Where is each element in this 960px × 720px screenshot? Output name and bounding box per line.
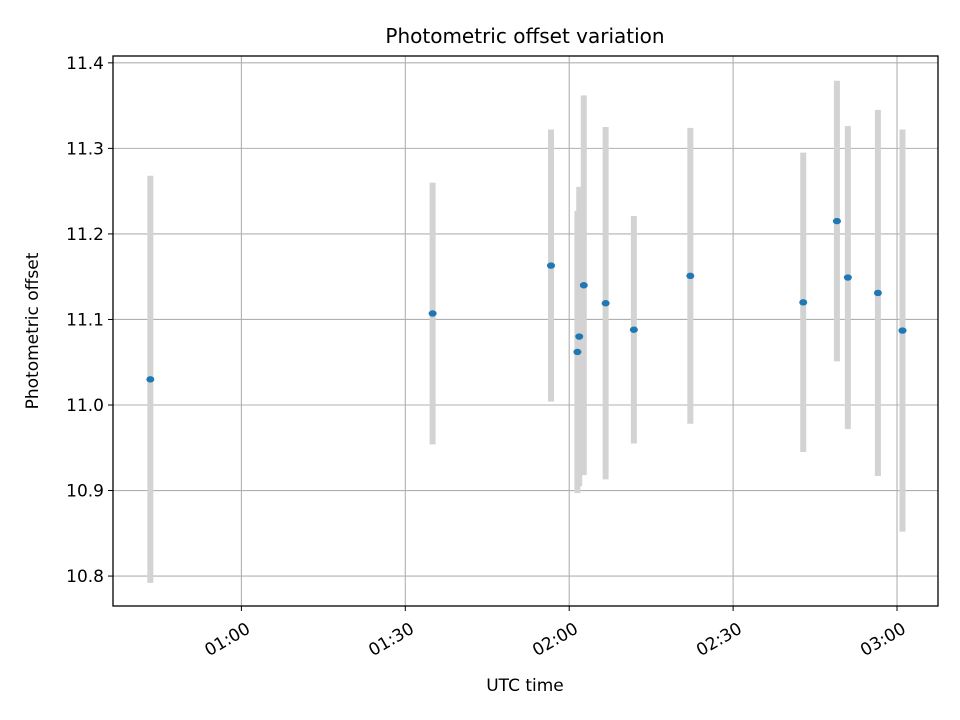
data-point: [428, 310, 437, 317]
data-point: [601, 300, 610, 307]
x-axis-label: UTC time: [486, 676, 564, 696]
data-point: [873, 289, 882, 297]
plot-frame: [112, 55, 939, 607]
data-point: [799, 299, 808, 306]
data-point: [146, 376, 155, 383]
chart-title: Photometric offset variation: [385, 24, 664, 48]
data-points: [146, 217, 907, 383]
data-point: [629, 326, 638, 333]
data-point: [843, 274, 852, 281]
y-tick-label: 11.1: [66, 310, 104, 330]
y-tick-label: 10.8: [66, 567, 104, 587]
data-point: [573, 348, 582, 356]
data-point: [546, 262, 555, 269]
y-tick-label: 11.0: [66, 396, 104, 416]
data-point: [686, 272, 695, 280]
y-tick-label: 10.9: [66, 482, 104, 502]
data-point: [579, 282, 588, 289]
y-tick-label: 11.4: [66, 54, 104, 74]
y-tick-label: 11.2: [66, 225, 104, 245]
data-point: [832, 217, 841, 225]
data-point: [575, 333, 584, 340]
y-tick-label: 11.3: [66, 139, 104, 159]
y-axis-label: Photometric offset: [23, 252, 43, 409]
data-point: [898, 327, 907, 334]
